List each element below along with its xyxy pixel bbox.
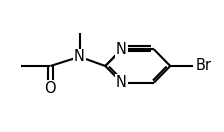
Text: O: O [45,81,56,96]
Text: N: N [116,42,127,57]
Text: N: N [116,75,127,90]
Text: N: N [74,49,85,64]
Text: Br: Br [196,58,212,74]
